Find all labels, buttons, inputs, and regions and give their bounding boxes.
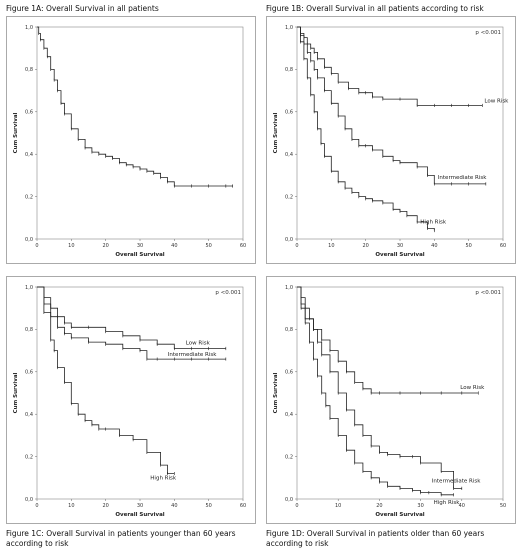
x-tick-label: 10 [335, 503, 341, 509]
y-tick-label: 0,2 [25, 194, 33, 200]
survival-curve-intermediate-risk [37, 286, 226, 360]
plot-area [296, 26, 504, 240]
y-tick-label: 0,4 [25, 152, 33, 158]
x-tick-label: 60 [240, 503, 246, 509]
series-label: Low Risk [484, 98, 509, 104]
y-tick-label: 0,6 [285, 370, 293, 376]
x-tick-label: 50 [500, 503, 506, 509]
y-tick-label: 1,0 [285, 285, 293, 291]
caption-figure-1d-line2: according to risk [266, 539, 329, 548]
x-tick-label: 0 [295, 503, 298, 509]
x-tick-label: 0 [35, 503, 38, 509]
x-tick-label: 60 [500, 243, 506, 249]
series-label: Intermediate Risk [168, 352, 217, 358]
p-value-label: p <0.001 [215, 290, 241, 296]
x-tick-label: 20 [102, 243, 108, 249]
x-axis-label: Overall Survival [115, 512, 164, 518]
caption-figure-1d-line1: Figure 1D: Overall Survival in patients … [266, 529, 485, 538]
caption-figure-1b: Figure 1B: Overall Survival in all patie… [266, 4, 484, 13]
y-axis-label: Cum Survival [273, 112, 279, 153]
panel-figure-1c: 0,0 0,2 0,4 0,6 0,8 1,0 0 10 20 30 40 50 60 Overall S… [6, 276, 256, 524]
y-tick-label: 0,0 [285, 497, 293, 503]
y-tick-label: 0,0 [25, 497, 33, 503]
caption-figure-1c-line1: Figure 1C: Overall Survival in patients … [6, 529, 236, 538]
series-label: Low Risk [460, 385, 485, 391]
x-tick-label: 10 [68, 503, 74, 509]
x-tick-label: 30 [397, 243, 403, 249]
y-tick-label: 1,0 [25, 25, 33, 31]
x-tick-label: 40 [459, 503, 465, 509]
x-tick-label: 40 [171, 243, 177, 249]
plot-area [296, 286, 504, 500]
plot-area [36, 286, 244, 500]
x-axis-label: Overall Survival [375, 512, 424, 518]
y-tick-label: 0,6 [285, 110, 293, 116]
caption-figure-1a: Figure 1A: Overall Survival in all patie… [6, 4, 159, 13]
y-tick-label: 0,4 [25, 412, 33, 418]
y-tick-label: 0,8 [25, 67, 33, 73]
chart-figure-1a: 0,0 0,2 0,4 0,6 0,8 1,0 0 10 20 30 40 50 60 Overall S… [13, 25, 246, 258]
y-tick-label: 0,8 [25, 327, 33, 333]
caption-figure-1c-line2: according to risk [6, 539, 69, 548]
x-tick-label: 50 [205, 503, 211, 509]
x-tick-label: 0 [35, 243, 38, 249]
panel-figure-1d: 0,0 0,2 0,4 0,6 0,8 1,0 0 10 20 30 40 50 Overall Sur… [266, 276, 516, 524]
y-axis-label: Cum Survival [13, 112, 19, 153]
chart-figure-1b: 0,0 0,2 0,4 0,6 0,8 1,0 0 10 20 30 40 50 60 Overall S… [273, 25, 509, 258]
x-tick-label: 20 [102, 503, 108, 509]
y-tick-label: 0,8 [285, 327, 293, 333]
y-axis-label: Cum Survival [273, 372, 279, 413]
y-axis-label: Cum Survival [13, 372, 19, 413]
series-label: High Risk [434, 500, 461, 506]
p-value-label: p <0.001 [475, 30, 501, 36]
y-tick-label: 0,2 [285, 194, 293, 200]
y-tick-label: 0,6 [25, 370, 33, 376]
chart-figure-1d: 0,0 0,2 0,4 0,6 0,8 1,0 0 10 20 30 40 50 Overall Sur… [273, 285, 506, 518]
survival-curve-low-risk [297, 286, 479, 394]
series-label: Intermediate Risk [432, 478, 481, 484]
x-tick-label: 30 [137, 503, 143, 509]
series-label: Intermediate Risk [438, 175, 487, 181]
x-tick-label: 30 [137, 243, 143, 249]
survival-curve-low-risk [37, 286, 226, 349]
x-tick-label: 50 [465, 243, 471, 249]
y-tick-label: 0,2 [25, 454, 33, 460]
panel-figure-1a: 0,0 0,2 0,4 0,6 0,8 1,0 0 10 20 30 40 50 60 Overall S… [6, 16, 256, 264]
x-tick-label: 60 [240, 243, 246, 249]
p-value-label: p <0.001 [475, 290, 501, 296]
x-tick-label: 10 [68, 243, 74, 249]
x-tick-label: 20 [376, 503, 382, 509]
x-tick-label: 50 [205, 243, 211, 249]
plot-area [36, 26, 244, 240]
survival-curve-intermediate-risk [297, 286, 462, 489]
survival-curve-all [37, 26, 233, 187]
x-tick-label: 40 [171, 503, 177, 509]
y-tick-label: 0,0 [285, 237, 293, 243]
series-label: High Risk [420, 220, 447, 226]
series-label: High Risk [150, 476, 177, 482]
y-tick-label: 0,4 [285, 152, 293, 158]
caption-figure-1c: Figure 1C: Overall Survival in patients … [6, 529, 261, 549]
y-tick-label: 0,6 [25, 110, 33, 116]
y-tick-label: 0,8 [285, 67, 293, 73]
x-tick-label: 40 [431, 243, 437, 249]
x-tick-label: 20 [362, 243, 368, 249]
survival-curve-low-risk [297, 26, 483, 106]
chart-figure-1c: 0,0 0,2 0,4 0,6 0,8 1,0 0 10 20 30 40 50 60 Overall S… [13, 285, 246, 518]
y-tick-label: 1,0 [25, 285, 33, 291]
y-tick-label: 0,0 [25, 237, 33, 243]
y-tick-label: 0,4 [285, 412, 293, 418]
survival-curve-high-risk [297, 286, 454, 496]
x-axis-label: Overall Survival [375, 252, 424, 258]
x-tick-label: 10 [328, 243, 334, 249]
x-axis-label: Overall Survival [115, 252, 164, 258]
x-tick-label: 0 [295, 243, 298, 249]
y-tick-label: 1,0 [285, 25, 293, 31]
x-tick-label: 30 [417, 503, 423, 509]
series-label: Low Risk [186, 341, 211, 347]
caption-figure-1d: Figure 1D: Overall Survival in patients … [266, 529, 516, 549]
panel-figure-1b: 0,0 0,2 0,4 0,6 0,8 1,0 0 10 20 30 40 50 60 Overall S… [266, 16, 516, 264]
y-tick-label: 0,2 [285, 454, 293, 460]
